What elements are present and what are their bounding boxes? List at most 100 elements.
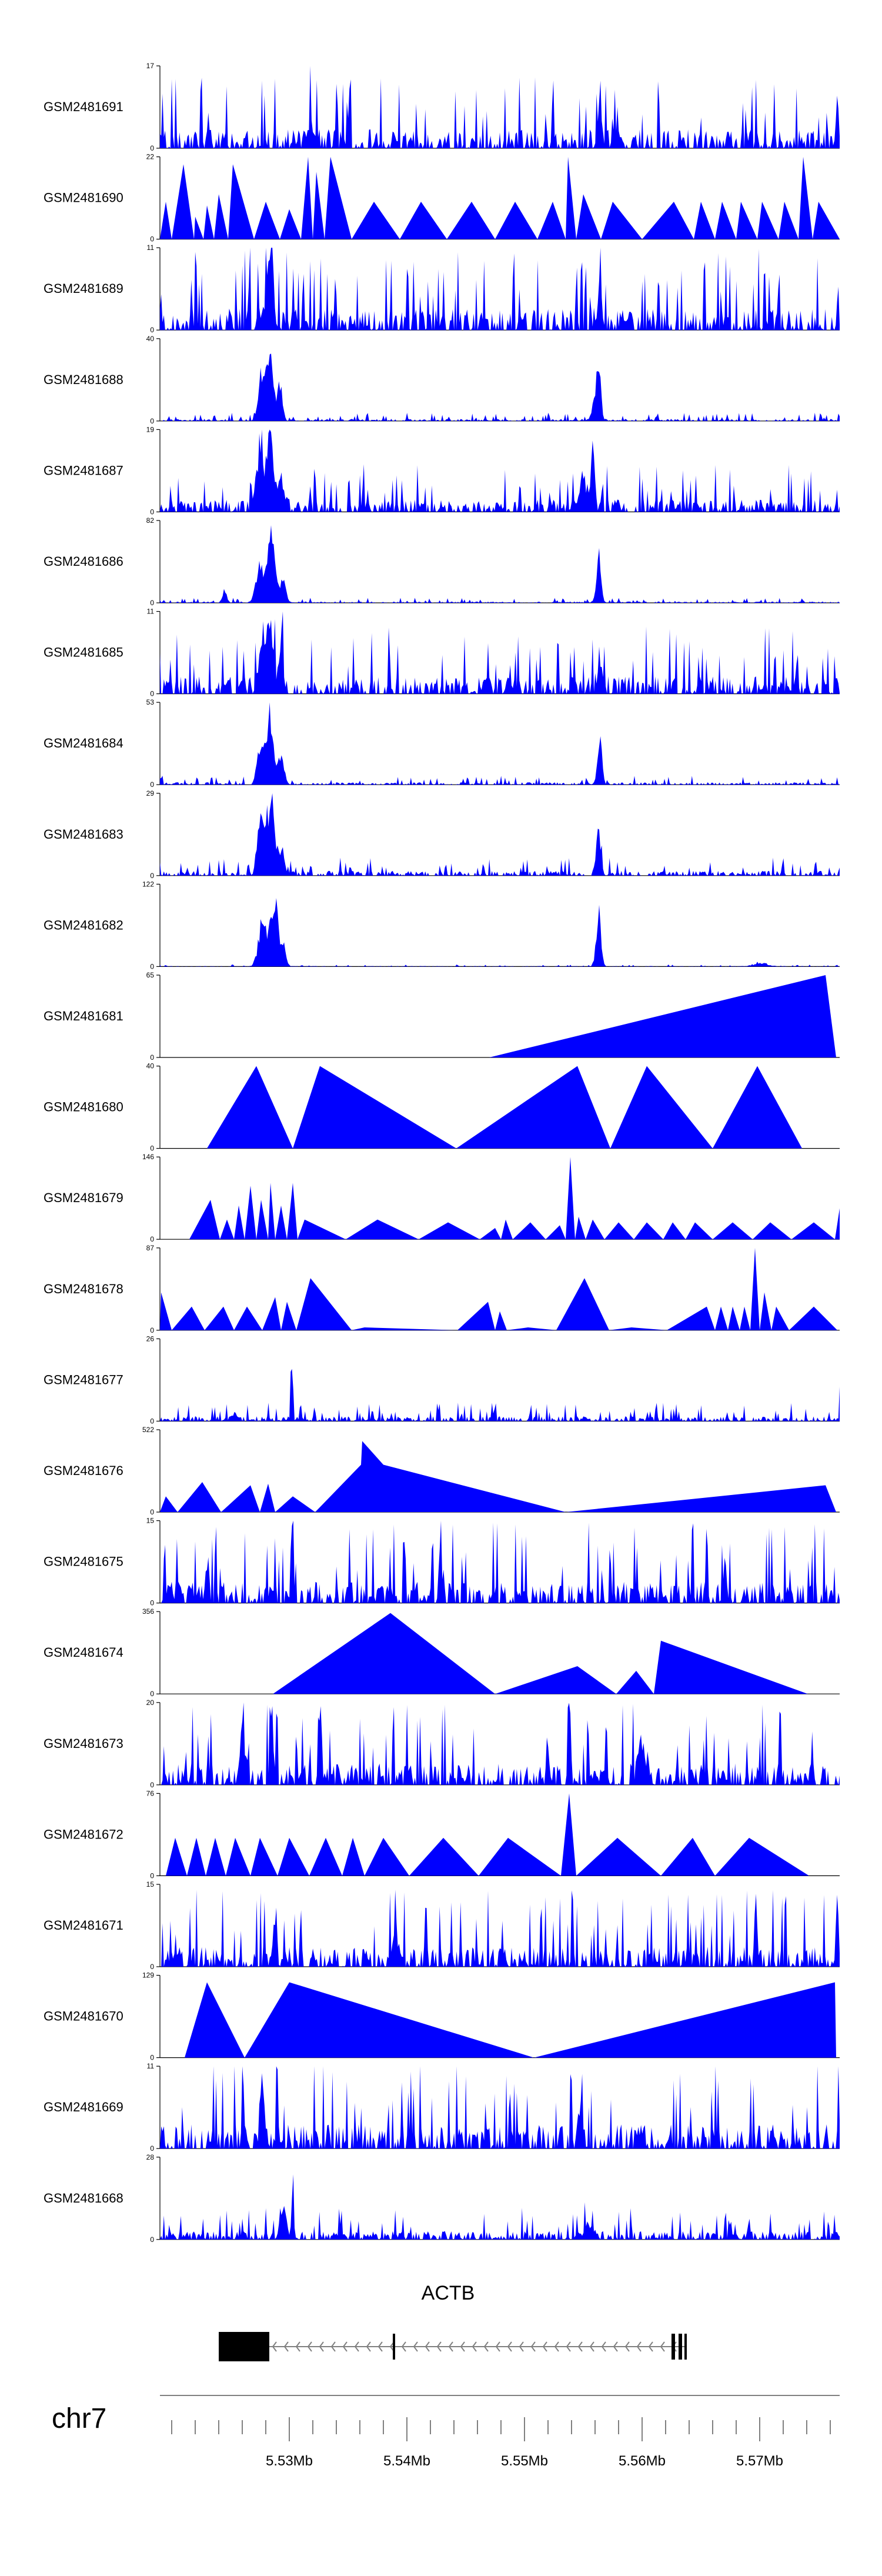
coverage-area: [207, 1066, 802, 1149]
coverage-area: [160, 156, 840, 239]
track-GSM2481687: GSM2481687 19 0: [44, 425, 840, 516]
tick-label: 5.53Mb: [266, 2453, 313, 2469]
strand-chevron: [601, 2341, 606, 2352]
strand-chevron: [613, 2341, 618, 2352]
coverage-area: [160, 1247, 837, 1330]
strand-chevron: [401, 2341, 406, 2352]
track-label: GSM2481689: [44, 281, 123, 296]
exon: [260, 2334, 266, 2360]
track-GSM2481681: GSM2481681 65 0: [44, 971, 840, 1062]
track-GSM2481689: GSM2481689 11 0: [44, 243, 840, 334]
y-min-label: 0: [150, 1690, 154, 1698]
coverage-area: [160, 611, 840, 694]
coverage-area: [189, 1157, 840, 1240]
y-max-label: 11: [147, 243, 155, 252]
y-min-label: 0: [150, 2144, 154, 2153]
track-GSM2481678: GSM2481678 87 0: [44, 1244, 840, 1334]
track-GSM2481674: GSM2481674 356 0: [44, 1607, 840, 1698]
strand-chevron: [660, 2341, 665, 2352]
y-min-label: 0: [150, 417, 154, 425]
strand-chevron: [519, 2341, 524, 2352]
track-GSM2481672: GSM2481672 76 0: [44, 1789, 840, 1880]
exon: [266, 2334, 269, 2360]
track-GSM2481679: GSM2481679 146 0: [44, 1153, 840, 1243]
track-label: GSM2481687: [44, 463, 123, 478]
track-GSM2481684: GSM2481684 53 0: [44, 698, 840, 789]
track-GSM2481668: GSM2481668 28 0: [44, 2153, 840, 2244]
y-max-label: 26: [146, 1334, 155, 1343]
coverage-area: [160, 429, 840, 512]
y-min-label: 0: [150, 144, 154, 152]
track-GSM2481690: GSM2481690 22 0: [44, 153, 840, 243]
y-max-label: 19: [146, 425, 155, 433]
strand-chevron: [436, 2341, 442, 2352]
y-max-label: 20: [146, 1699, 155, 1707]
track-label: GSM2481678: [44, 1282, 123, 1296]
y-max-label: 522: [142, 1426, 154, 1434]
track-label: GSM2481673: [44, 1736, 123, 1751]
strand-chevron: [507, 2341, 512, 2352]
coverage-area: [160, 353, 840, 421]
y-max-label: 40: [146, 1062, 155, 1070]
strand-chevron: [577, 2341, 583, 2352]
track-label: GSM2481685: [44, 645, 123, 660]
strand-chevron: [636, 2341, 642, 2352]
track-GSM2481673: GSM2481673 20 0: [44, 1699, 840, 1789]
coverage-area: [160, 1369, 840, 1422]
track-GSM2481677: GSM2481677 26 0: [44, 1334, 840, 1425]
coverage-area: [160, 1520, 840, 1603]
strand-chevron: [589, 2341, 594, 2352]
y-min-label: 0: [150, 1963, 154, 1971]
y-min-label: 0: [150, 1326, 154, 1334]
strand-chevron: [425, 2341, 430, 2352]
track-label: GSM2481688: [44, 372, 123, 387]
track-label: GSM2481672: [44, 1827, 123, 1841]
y-min-label: 0: [150, 1053, 154, 1062]
exon: [679, 2334, 682, 2360]
exon: [684, 2334, 687, 2360]
strand-chevron: [354, 2341, 359, 2352]
strand-chevron: [272, 2341, 277, 2352]
coverage-area: [160, 2066, 840, 2149]
strand-chevron: [554, 2341, 559, 2352]
y-min-label: 0: [150, 1144, 154, 1153]
track-label: GSM2481690: [44, 191, 123, 205]
track-label: GSM2481681: [44, 1009, 123, 1023]
coverage-area: [489, 975, 836, 1057]
coverage-area: [166, 1793, 809, 1876]
y-min-label: 0: [150, 780, 154, 789]
strand-chevron: [377, 2341, 383, 2352]
strand-chevron: [413, 2341, 418, 2352]
strand-chevron: [448, 2341, 453, 2352]
genome-axis: chr7 5.53Mb 5.54Mb 5.55Mb 5.56Mb 5.57Mb: [52, 2395, 840, 2469]
y-min-label: 0: [150, 1781, 154, 1789]
y-min-label: 0: [150, 1508, 154, 1516]
strand-chevron: [542, 2341, 547, 2352]
track-label: GSM2481671: [44, 1918, 123, 1933]
coverage-area: [160, 1702, 840, 1785]
tick-label: 5.54Mb: [383, 2453, 430, 2469]
track-GSM2481685: GSM2481685 11 0: [44, 608, 840, 698]
strand-chevron: [483, 2341, 489, 2352]
strand-chevron: [319, 2341, 324, 2352]
track-label: GSM2481676: [44, 1463, 123, 1478]
y-max-label: 356: [142, 1607, 154, 1616]
exon: [393, 2334, 395, 2360]
strand-chevron: [495, 2341, 500, 2352]
coverage-area: [160, 702, 840, 785]
y-min-label: 0: [150, 599, 154, 607]
y-max-label: 29: [146, 789, 155, 798]
track-GSM2481680: GSM2481680 40 0: [44, 1062, 840, 1153]
y-min-label: 0: [150, 2054, 154, 2062]
track-label: GSM2481686: [44, 554, 123, 569]
y-min-label: 0: [150, 235, 154, 243]
strand-chevron: [342, 2341, 348, 2352]
track-GSM2481670: GSM2481670 129 0: [44, 1971, 840, 2062]
gene-model: [219, 2332, 687, 2361]
track-label: GSM2481674: [44, 1645, 123, 1660]
track-label: GSM2481684: [44, 736, 123, 750]
y-min-label: 0: [150, 1599, 154, 1607]
gene-track: ACTB: [219, 2282, 687, 2361]
y-max-label: 65: [146, 971, 155, 979]
y-min-label: 0: [150, 1417, 154, 1425]
